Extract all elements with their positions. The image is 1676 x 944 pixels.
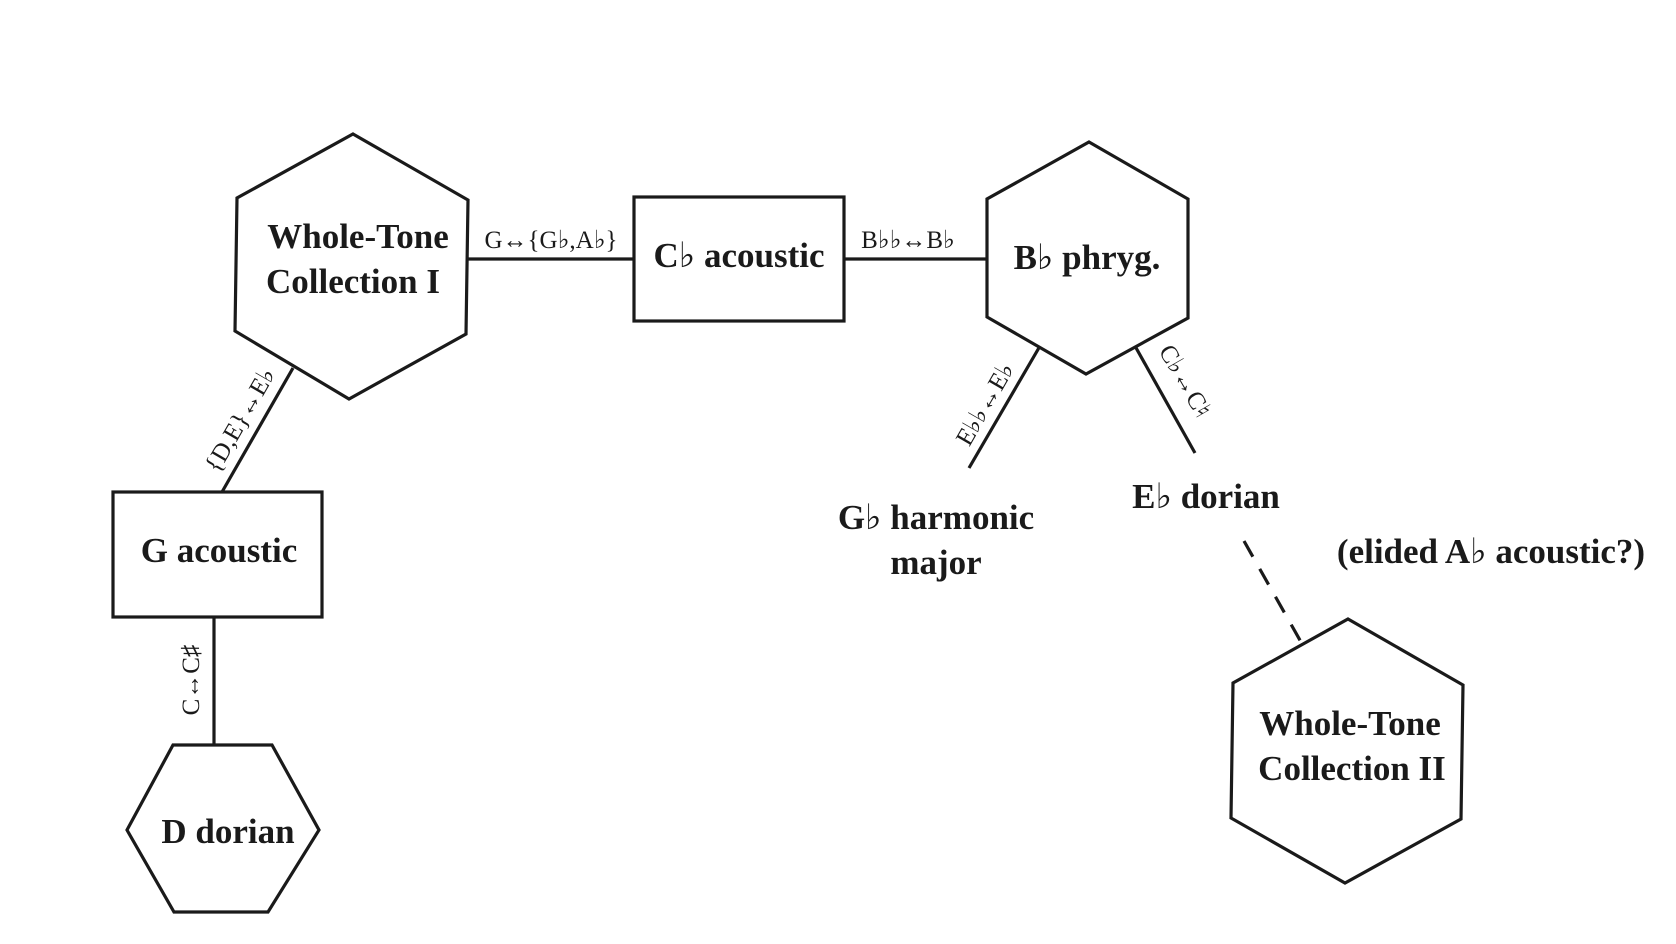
rectangle-shape bbox=[111, 490, 324, 619]
edge-bb-phryg-to-gb-harmonic-major bbox=[967, 345, 1042, 469]
edge-label-bb-eb: C♭↔C♮ bbox=[1153, 340, 1216, 422]
node-bb-phryg: B♭ phryg. bbox=[985, 140, 1190, 376]
node-label: B♭ phryg. bbox=[1014, 238, 1161, 277]
edge-eb-dorian-to-wt2-dashed bbox=[1242, 540, 1303, 643]
node-label-line2: major bbox=[890, 543, 981, 582]
edge-label-cb-bb: B♭♭↔B♭ bbox=[861, 227, 955, 254]
node-label: C♭ acoustic bbox=[653, 236, 824, 275]
node-eb-dorian: E♭ dorian bbox=[1132, 477, 1280, 516]
node-d-dorian: D dorian bbox=[125, 743, 321, 914]
node-label-line1: G♭ harmonic bbox=[838, 498, 1034, 537]
edge-bb-phryg-to-eb-dorian bbox=[1133, 345, 1197, 454]
node-whole-tone-collection-ii: Whole-Tone Collection II bbox=[1229, 617, 1465, 885]
hexagon-shape bbox=[233, 132, 470, 401]
node-label: G acoustic bbox=[141, 531, 298, 570]
hexagon-shape bbox=[125, 743, 321, 914]
node-label-line1: Whole-Tone bbox=[267, 217, 449, 256]
node-whole-tone-collection-i: Whole-Tone Collection I bbox=[233, 132, 470, 401]
rectangle-shape bbox=[632, 195, 846, 323]
node-label-line2: Collection II bbox=[1258, 749, 1446, 788]
hexagon-shape bbox=[985, 140, 1190, 376]
node-label: D dorian bbox=[161, 812, 294, 851]
node-gb-harmonic-major: G♭ harmonic major bbox=[838, 498, 1034, 582]
node-elided-ab-acoustic: (elided A♭ acoustic?) bbox=[1337, 532, 1645, 571]
node-cb-acoustic: C♭ acoustic bbox=[632, 195, 846, 323]
node-label-line1: Whole-Tone bbox=[1259, 704, 1441, 743]
edge-label-g-d: C↔C♯ bbox=[178, 645, 205, 716]
edge-label-wt1-cb: G↔{G♭,A♭} bbox=[485, 227, 618, 254]
edge-wt1-to-g-acoustic bbox=[220, 367, 295, 493]
node-label-line2: Collection I bbox=[266, 262, 440, 301]
hexagon-shape bbox=[1229, 617, 1465, 885]
node-g-acoustic: G acoustic bbox=[111, 490, 324, 619]
